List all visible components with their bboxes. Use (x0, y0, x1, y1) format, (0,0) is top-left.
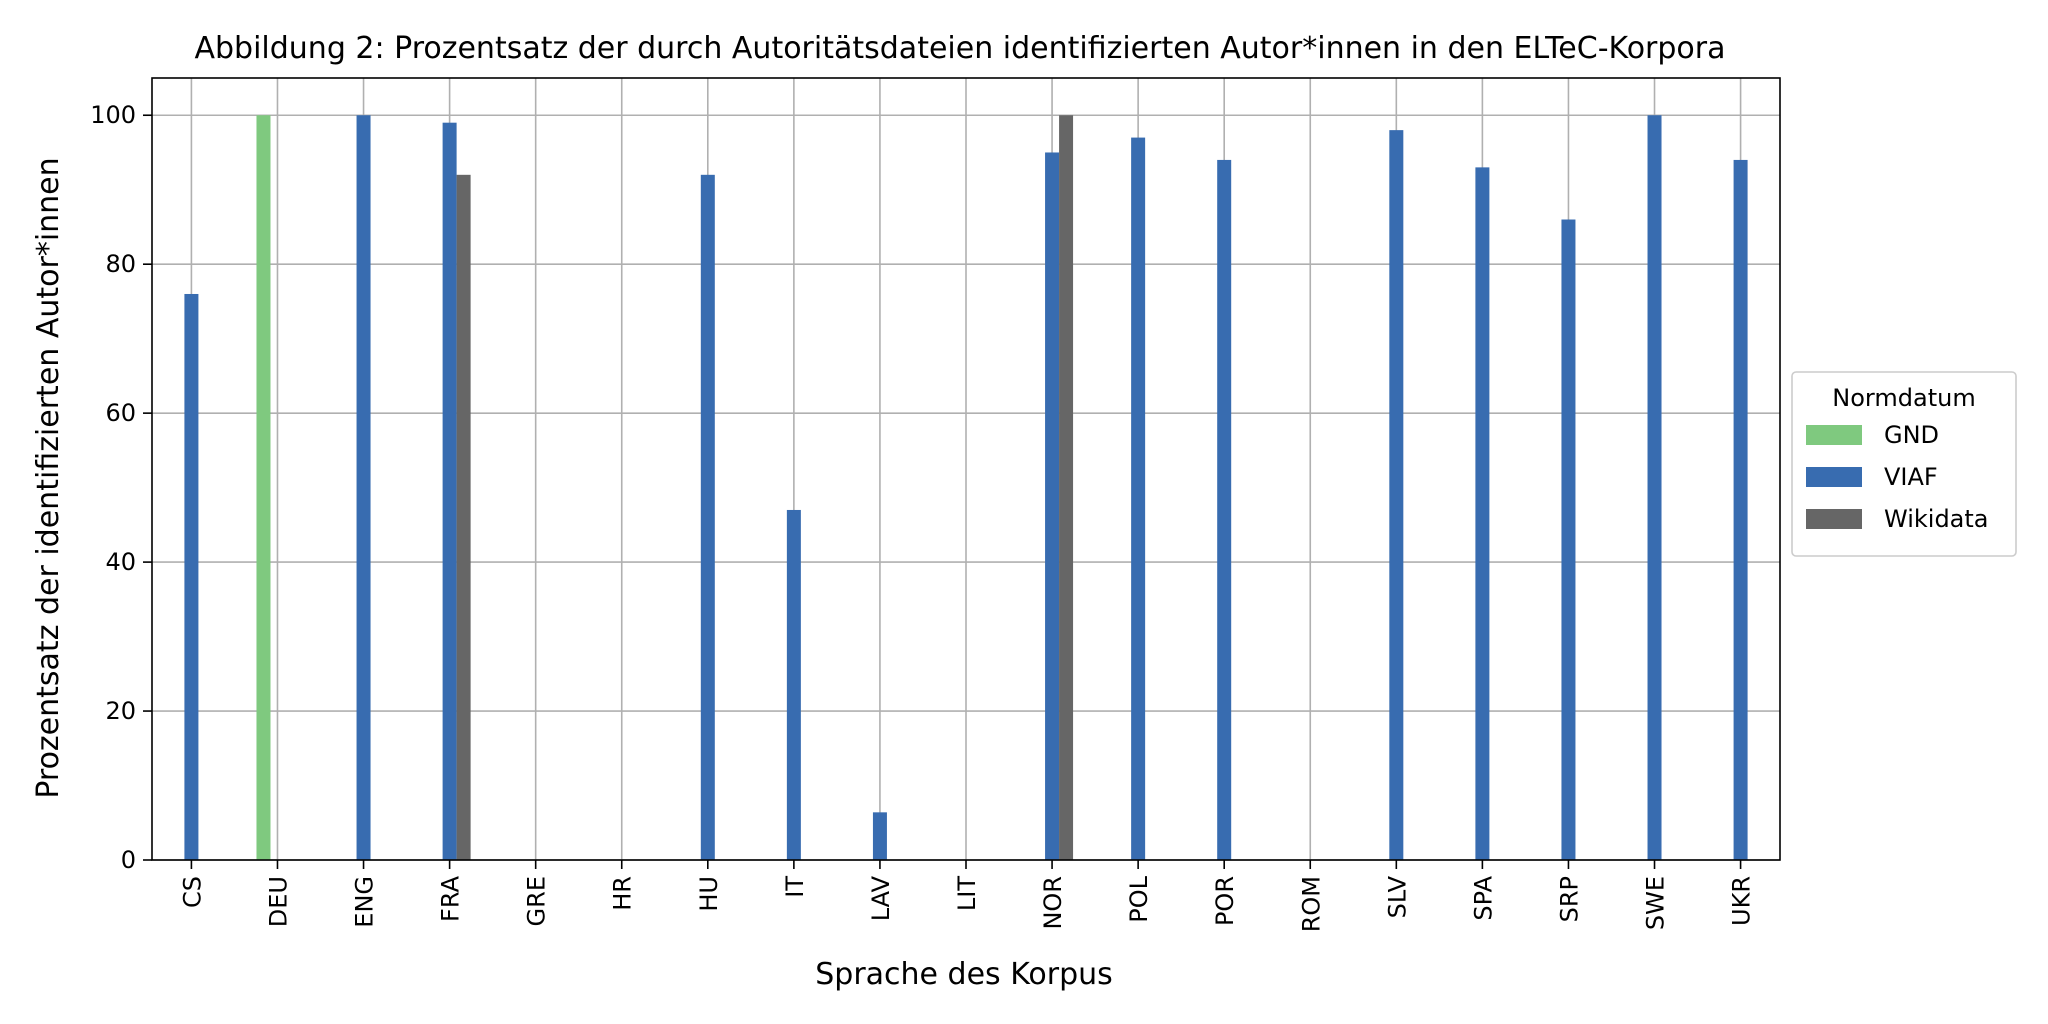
legend-swatch-gnd (1806, 425, 1862, 445)
x-tick-label: NOR (1039, 876, 1067, 930)
bar-viaf-ukr (1733, 159, 1748, 860)
x-tick-label: IT (781, 876, 809, 898)
x-tick-label: ROM (1297, 876, 1325, 932)
x-tick-label: GRE (523, 876, 551, 926)
bar-viaf-cs (184, 293, 199, 860)
bar-viaf-srp (1561, 219, 1576, 860)
bar-viaf-swe (1647, 115, 1662, 860)
legend-label-viaf: VIAF (1884, 463, 1938, 491)
bar-gnd-deu (256, 115, 271, 860)
x-tick-label: FRA (437, 875, 465, 922)
y-tick-label: 80 (105, 250, 136, 278)
x-tick-label: SRP (1555, 876, 1583, 922)
chart-title: Abbildung 2: Prozentsatz der durch Autor… (194, 31, 1725, 66)
x-tick-label: SLV (1383, 875, 1411, 918)
x-tick-label: POL (1125, 875, 1153, 922)
bar-viaf-por (1217, 159, 1232, 860)
x-tick-label: LIT (953, 876, 981, 911)
x-tick-label: ENG (351, 876, 379, 928)
legend-label-gnd: GND (1884, 421, 1939, 449)
x-axis-label: Sprache des Korpus (815, 957, 1113, 992)
bar-viaf-slv (1389, 130, 1404, 861)
x-tick-label: DEU (264, 876, 292, 927)
bar-viaf-pol (1131, 137, 1146, 861)
x-tick-label: LAV (867, 875, 895, 921)
x-tick-label: CS (178, 876, 206, 908)
y-tick-label: 0 (121, 846, 136, 874)
y-tick-label: 60 (105, 399, 136, 427)
x-tick-label: HU (695, 876, 723, 912)
bar-viaf-it (786, 509, 801, 860)
y-axis-label: Prozentsatz der identifizierten Autor*in… (31, 157, 66, 798)
y-tick-label: 100 (90, 101, 136, 129)
y-tick-label: 40 (105, 548, 136, 576)
x-tick-label: UKR (1728, 876, 1756, 926)
legend: Normdatum GND VIAF Wikidata (1791, 371, 2017, 557)
legend-swatch-viaf (1806, 467, 1862, 487)
y-tick-label: 20 (105, 697, 136, 725)
x-tick-label: POR (1211, 876, 1239, 926)
y-axis: 0 20 40 60 80 100 (90, 101, 152, 874)
bar-wikidata-nor (1059, 115, 1074, 860)
x-tick-label: SPA (1469, 875, 1497, 920)
x-tick-label: SWE (1642, 876, 1670, 930)
bar-viaf-lav (872, 812, 887, 860)
x-axis: CS DEU ENG FRA GRE HR HU IT LAV LIT NOR POL POR ROM SL… (178, 860, 1756, 932)
bar-viaf-hu (700, 174, 715, 861)
gridlines (152, 78, 1780, 861)
legend-swatch-wikidata (1806, 509, 1862, 529)
bars (184, 115, 1748, 861)
legend-label-wikidata: Wikidata (1884, 505, 1989, 533)
bar-viaf-fra (442, 122, 457, 860)
bar-viaf-eng (356, 115, 371, 860)
bar-viaf-spa (1475, 167, 1490, 860)
x-tick-label: HR (609, 876, 637, 911)
legend-title: Normdatum (1832, 384, 1975, 412)
bar-viaf-nor (1045, 152, 1060, 860)
bar-wikidata-fra (456, 174, 471, 861)
